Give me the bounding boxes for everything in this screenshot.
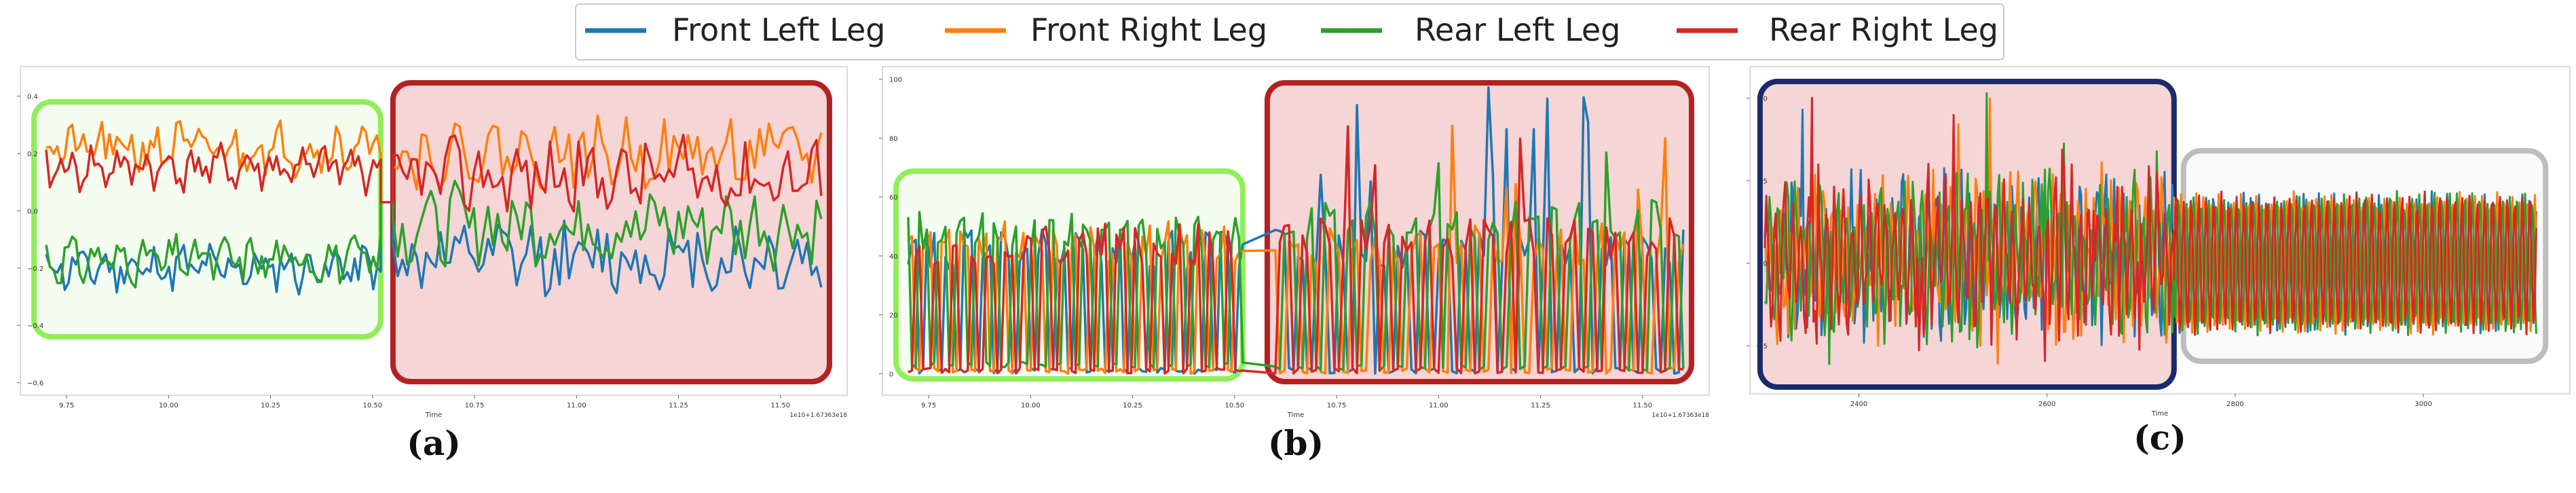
x-tick-label: 11.25	[1531, 402, 1550, 409]
x-tick-label: 10.75	[465, 402, 485, 409]
x-tick-label: 2800	[2226, 401, 2243, 408]
panel-b-label: (b)	[1268, 423, 1324, 463]
highlight-box-green	[31, 99, 384, 340]
x-tick-label: 10.50	[1225, 402, 1245, 409]
panel-b-offset-text: 1e10+1.67363e18	[1652, 412, 1710, 419]
y-tick-label: 0.5	[1757, 343, 1768, 350]
x-tick-label: 11.50	[1633, 402, 1653, 409]
y-tick-label: 1.5	[1757, 178, 1768, 185]
series-line-rear-left-leg	[1763, 92, 2537, 365]
panel-b-series	[907, 86, 1685, 376]
panel-c-x-ticks: 2400 2600 2800 3000	[1850, 394, 2432, 408]
y-tick-label: 20	[889, 312, 898, 320]
x-tick-label: 10.25	[261, 402, 280, 409]
panel-b-axes-frame	[882, 66, 1710, 396]
series-line-front-left-leg	[907, 86, 1685, 375]
panel-a-series	[45, 114, 823, 297]
y-tick-label: 0	[889, 371, 893, 378]
y-tick-label: 0.0	[27, 208, 38, 215]
legend-label-rear-left: Rear Left Leg	[1415, 12, 1620, 48]
series-line-rear-right-leg	[908, 125, 1684, 375]
legend-frame	[575, 3, 2004, 60]
panel-c: 2400 2600 2800 3000 2.0 1.5 1.0 0.5 Time (c)	[1747, 66, 2571, 458]
series-line-rear-right-leg	[45, 133, 823, 213]
y-tick-label: 2.0	[1757, 95, 1768, 103]
legend-label-rear-right: Rear Right Leg	[1769, 12, 1998, 48]
y-tick-label: 40	[889, 253, 898, 261]
x-tick-label: 10.25	[1123, 402, 1142, 409]
y-tick-label: 1.0	[1757, 261, 1768, 268]
x-tick-label: 11.00	[1429, 402, 1449, 409]
panel-a-x-label: Time	[425, 412, 442, 419]
panel-a-label: (a)	[407, 423, 461, 463]
panel-c-x-label: Time	[2151, 410, 2168, 418]
legend-label-front-left: Front Left Leg	[672, 12, 885, 48]
panel-a-y-ticks: 0.4 0.2 0.0 −0.2 −0.4 −0.6	[17, 94, 43, 388]
legend-entry-front-right: Front Right Leg	[945, 12, 1267, 48]
y-tick-label: −0.4	[27, 323, 43, 330]
y-tick-label: 100	[889, 77, 902, 84]
x-tick-label: 10.50	[363, 402, 383, 409]
panel-a-regions	[31, 80, 832, 384]
x-tick-label: 11.25	[669, 402, 688, 409]
panel-a-axes-frame	[20, 66, 848, 396]
x-tick-label: 11.50	[771, 402, 791, 409]
y-tick-label: 0.4	[27, 94, 38, 101]
series-line-rear-right-leg	[1763, 96, 2537, 362]
legend: Front Left Leg Front Right Leg Rear Left…	[575, 3, 2004, 60]
panel-c-label: (c)	[2133, 418, 2186, 458]
x-tick-label: 9.75	[921, 402, 936, 409]
legend-entry-front-left: Front Left Leg	[585, 12, 885, 48]
legend-entry-rear-left: Rear Left Leg	[1321, 12, 1620, 48]
x-tick-label: 2600	[2038, 401, 2055, 408]
panel-c-axes-frame	[1749, 66, 2571, 395]
x-tick-label: 10.75	[1327, 402, 1347, 409]
y-tick-label: 80	[889, 135, 898, 143]
panel-b-y-ticks: 100 80 60 40 20 0	[879, 77, 902, 378]
y-tick-label: 0.2	[27, 151, 38, 158]
panel-a-offset-text: 1e10+1.67363e18	[790, 412, 848, 419]
x-tick-label: 10.00	[159, 402, 179, 409]
legend-entry-rear-right: Rear Right Leg	[1677, 12, 1998, 48]
y-tick-label: −0.6	[27, 380, 43, 388]
panel-b-x-label: Time	[1287, 412, 1304, 419]
x-tick-label: 11.00	[567, 402, 586, 409]
x-tick-label: 10.00	[1021, 402, 1041, 409]
x-tick-label: 2400	[1850, 401, 1867, 408]
panel-b-x-ticks: 9.75 10.00 10.25 10.50 10.75 11.00 11.25 11.50	[921, 395, 1652, 409]
panel-a: 9.75 10.00 10.25 10.50 10.75 11.00 11.25 11.50 …	[17, 66, 848, 463]
panel-a-x-ticks: 9.75 10.00 10.25 10.50 10.75 11.00 11.25 11.50	[59, 395, 790, 409]
y-tick-label: 60	[889, 194, 898, 202]
panel-c-y-ticks: 2.0 1.5 1.0 0.5	[1747, 95, 1768, 350]
legend-label-front-right: Front Right Leg	[1030, 12, 1267, 48]
x-tick-label: 9.75	[59, 402, 74, 409]
panel-c-series	[1763, 92, 2537, 365]
y-tick-label: −0.2	[27, 266, 43, 273]
x-tick-label: 3000	[2414, 401, 2431, 408]
series-line-front-right-leg	[907, 124, 1685, 376]
panel-b: 9.75 10.00 10.25 10.50 10.75 11.00 11.25 11.50 …	[879, 66, 1710, 463]
